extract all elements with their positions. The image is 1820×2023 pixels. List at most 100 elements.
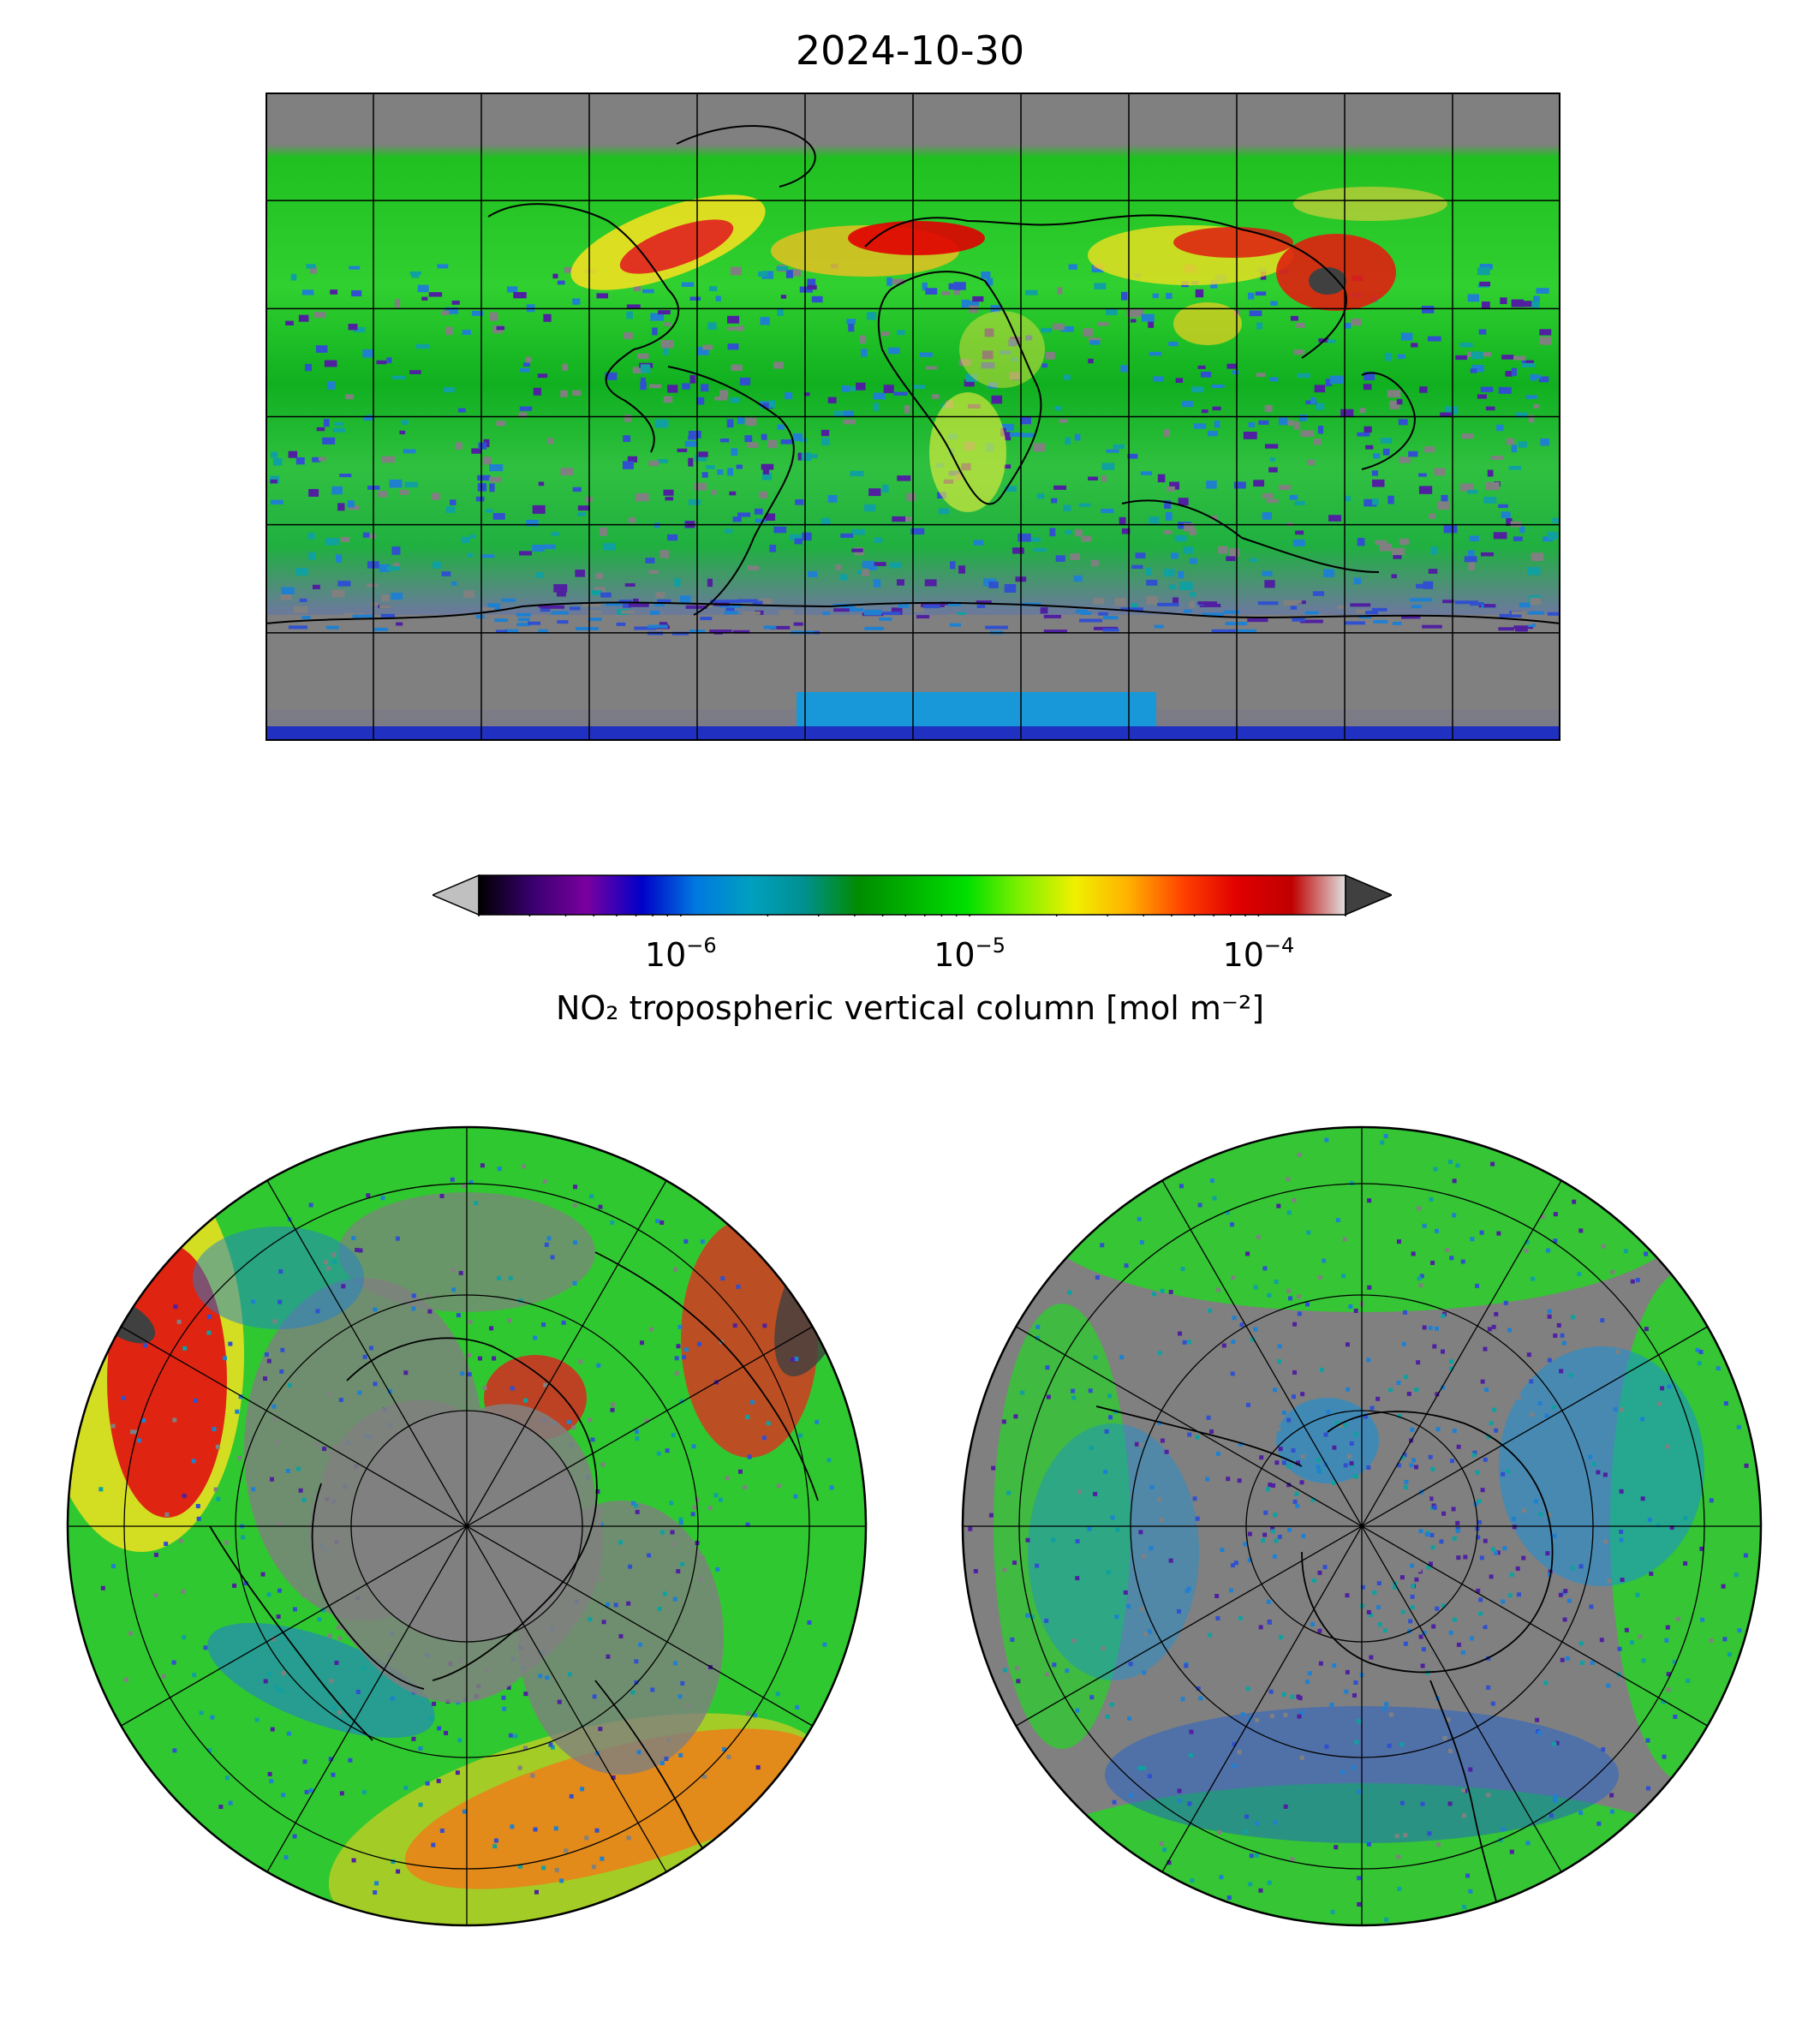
data-speckle: [1291, 1448, 1296, 1453]
data-speckle: [595, 1489, 600, 1494]
data-speckle: [561, 1320, 566, 1325]
data-speckle: [773, 526, 787, 534]
data-speckle: [1432, 1344, 1437, 1349]
data-speckle: [1515, 1566, 1520, 1571]
data-speckle: [451, 1287, 456, 1292]
data-speckle: [985, 625, 1008, 630]
data-speckle: [1184, 1589, 1190, 1594]
data-speckle: [1147, 1629, 1152, 1634]
data-speckle: [1533, 404, 1540, 409]
data-speckle: [1208, 1308, 1213, 1313]
data-speckle: [1501, 1599, 1506, 1604]
data-speckle: [1379, 543, 1392, 552]
data-speckle: [793, 1494, 798, 1499]
data-region: [193, 1226, 364, 1329]
data-speckle: [1599, 1638, 1604, 1643]
data-speckle: [1617, 1646, 1622, 1651]
data-speckle: [1103, 1469, 1108, 1474]
data-speckle: [1481, 301, 1490, 308]
data-speckle: [725, 528, 733, 534]
data-speckle: [1178, 498, 1189, 506]
data-speckle: [1591, 1461, 1596, 1466]
colorbar-ticks: [478, 915, 1346, 916]
data-speckle: [325, 538, 339, 546]
data-speckle: [588, 1417, 593, 1423]
data-speckle: [656, 1451, 661, 1456]
data-speckle: [1253, 480, 1265, 487]
data-speckle: [262, 1376, 267, 1381]
data-speckle: [649, 384, 662, 389]
data-speckle: [680, 1680, 685, 1686]
data-speckle: [631, 1501, 636, 1506]
data-speckle: [1318, 1274, 1323, 1280]
data-speckle: [841, 385, 850, 392]
data-speckle: [1065, 437, 1071, 445]
data-speckle: [1035, 1563, 1040, 1568]
data-speckle: [874, 562, 886, 567]
data-speckle: [640, 1340, 645, 1346]
data-speckle: [1455, 1163, 1460, 1168]
data-speckle: [1649, 1572, 1654, 1577]
data-speckle: [1270, 1526, 1275, 1531]
data-speckle: [758, 491, 768, 498]
north-polar-map: [66, 1125, 868, 1927]
data-speckle: [1667, 1384, 1672, 1389]
data-speckle: [1294, 1491, 1299, 1496]
data-speckle: [1283, 1712, 1288, 1717]
data-speckle: [1219, 1875, 1224, 1880]
data-speckle: [1357, 1789, 1362, 1794]
coastline: [667, 366, 795, 616]
data-speckle: [1419, 386, 1428, 393]
data-speckle: [1552, 517, 1560, 523]
data-speckle: [1208, 1632, 1213, 1638]
data-speckle: [1071, 1638, 1077, 1644]
data-speckle: [859, 335, 867, 343]
data-speckle: [304, 363, 312, 372]
data-speckle: [953, 282, 966, 290]
data-speckle: [1152, 293, 1159, 299]
data-speckle: [701, 384, 709, 392]
data-speckle: [572, 390, 582, 397]
data-speckle: [1416, 583, 1427, 589]
data-speckle: [1162, 1847, 1167, 1853]
data-speckle: [1619, 1529, 1624, 1534]
data-speckle: [973, 1568, 978, 1573]
data-speckle: [1601, 1244, 1606, 1249]
data-speckle: [1449, 1366, 1454, 1371]
data-speckle: [1388, 1712, 1393, 1717]
data-speckle: [1002, 1668, 1007, 1673]
data-speckle: [1500, 297, 1507, 305]
data-speckle: [1052, 1662, 1057, 1668]
data-speckle: [1193, 423, 1207, 429]
data-speckle: [1501, 1827, 1506, 1832]
data-speckle: [737, 325, 744, 331]
data-speckle: [737, 599, 758, 603]
data-speckle: [1217, 1829, 1222, 1835]
data-speckle: [1511, 299, 1525, 307]
data-speckle: [633, 285, 641, 292]
data-speckle: [725, 1476, 730, 1481]
data-speckle: [864, 609, 883, 613]
data-speckle: [1353, 577, 1362, 585]
data-speckle: [1602, 1472, 1608, 1477]
data-speckle: [1143, 1632, 1149, 1637]
data-speckle: [554, 1867, 559, 1872]
data-speckle: [628, 516, 636, 523]
data-speckle: [1456, 1642, 1461, 1647]
data-speckle: [1283, 1804, 1288, 1809]
data-speckle: [308, 552, 316, 560]
data-speckle: [572, 298, 581, 305]
data-speckle: [1159, 1517, 1164, 1522]
data-speckle: [1727, 1652, 1732, 1657]
data-speckle: [1547, 1309, 1552, 1314]
data-speckle: [1231, 1340, 1236, 1345]
data-speckle: [272, 1319, 277, 1324]
data-speckle: [1349, 1441, 1354, 1446]
data-speckle: [1695, 1347, 1700, 1352]
data-speckle: [766, 1421, 771, 1426]
data-speckle: [1304, 611, 1319, 615]
data-speckle: [263, 1679, 268, 1684]
data-speckle: [1641, 1658, 1646, 1663]
data-speckle: [1384, 1917, 1389, 1922]
data-speckle: [1310, 1497, 1316, 1502]
